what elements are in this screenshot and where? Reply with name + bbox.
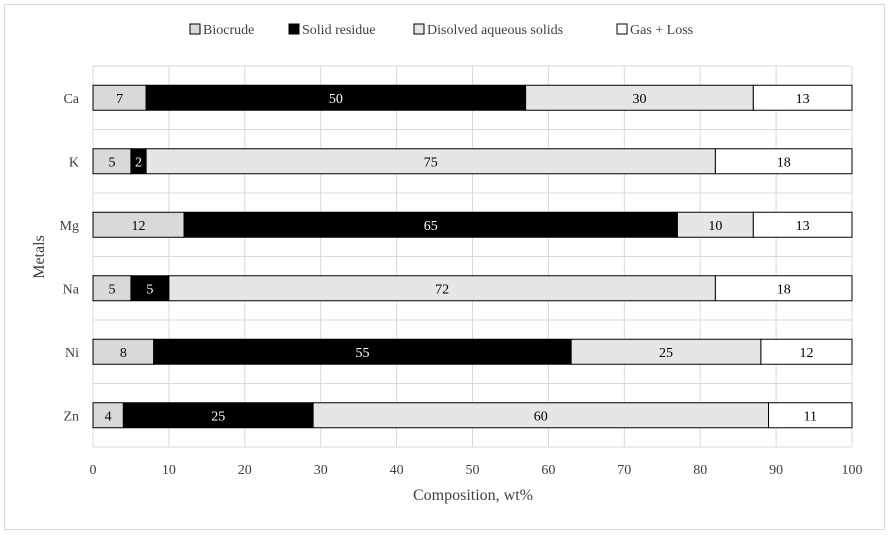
legend-label: Disolved aqueous solids	[427, 23, 563, 38]
bar-mg-series-3	[752, 211, 853, 238]
data-label: 10	[708, 219, 722, 234]
gridlines	[92, 65, 853, 448]
bar-zn-series-2	[312, 402, 770, 429]
x-tick-label: 0	[90, 463, 97, 478]
bar-k-series-0	[92, 148, 132, 175]
legend-swatch	[189, 23, 201, 35]
data-label: 7	[116, 92, 123, 107]
x-tick-label: 30	[314, 463, 328, 478]
bar-ca-series-2	[525, 84, 754, 111]
x-tick-label: 50	[466, 463, 480, 478]
y-axis-title: Metals	[31, 235, 48, 279]
x-tick-label: 40	[390, 463, 404, 478]
bar-zn-series-3	[768, 402, 853, 429]
y-tick-label: Ca	[63, 92, 79, 107]
data-label: 25	[659, 346, 673, 361]
data-label: 5	[108, 155, 115, 170]
bar-ni-series-3	[760, 338, 853, 365]
x-tick-label: 60	[541, 463, 555, 478]
data-label: 12	[132, 219, 146, 234]
legend-label: Solid residue	[302, 23, 376, 38]
legend-label: Biocrude	[203, 23, 254, 38]
bar-k-series-3	[714, 148, 853, 175]
data-label: 2	[135, 155, 142, 170]
x-tick-labels: 0 10 20 30 40 50 60 70 80 90 100	[90, 463, 863, 478]
bar-ni-series-0	[92, 338, 155, 365]
y-tick-label: K	[69, 155, 79, 170]
data-label: 50	[329, 92, 343, 107]
bar-ca-series-0	[92, 84, 147, 111]
y-tick-label: Ni	[65, 346, 79, 361]
bar-ni-series-1	[153, 338, 572, 365]
legend-swatch	[413, 23, 425, 35]
data-label: 18	[777, 155, 791, 170]
bar-mg-series-2	[676, 211, 754, 238]
x-tick-label: 10	[162, 463, 176, 478]
data-label: 8	[120, 346, 127, 361]
x-tick-label: 80	[693, 463, 707, 478]
x-tick-label: 20	[238, 463, 252, 478]
data-label: 75	[424, 155, 438, 170]
y-tick-label: Mg	[60, 219, 79, 234]
data-label: 25	[211, 409, 225, 424]
data-label: 30	[632, 92, 646, 107]
bar-k-series-2	[145, 148, 716, 175]
y-tick-label: Na	[63, 282, 80, 297]
y-tick-label: Zn	[63, 409, 79, 424]
legend-label: Gas + Loss	[630, 23, 693, 38]
data-label: 5	[108, 282, 115, 297]
data-label: 4	[105, 409, 112, 424]
data-label: 13	[796, 219, 810, 234]
bar-na-series-2	[168, 275, 716, 302]
bar-ni-series-2	[570, 338, 762, 365]
data-label: 11	[804, 409, 817, 424]
x-axis-title: Composition, wt%	[413, 487, 533, 504]
legend: Biocrude Solid residue Disolved aqueous so…	[189, 23, 693, 38]
data-label: 5	[146, 282, 153, 297]
data-label: 65	[424, 219, 438, 234]
x-tick-label: 90	[769, 463, 783, 478]
data-label: 55	[355, 346, 369, 361]
data-label: 13	[796, 92, 810, 107]
data-label: 18	[777, 282, 791, 297]
x-tick-label: 70	[617, 463, 631, 478]
bar-na-series-3	[714, 275, 853, 302]
y-tick-labels: Ca K Mg Na Ni Zn	[60, 92, 80, 425]
legend-swatch	[288, 23, 300, 35]
data-label: 72	[435, 282, 449, 297]
legend-swatch	[616, 23, 628, 35]
bar-na-series-0	[92, 275, 132, 302]
x-tick-label: 100	[842, 463, 863, 478]
data-label: 12	[799, 346, 813, 361]
bar-ca-series-3	[752, 84, 853, 111]
data-label: 60	[534, 409, 548, 424]
bar-mg-series-1	[183, 211, 678, 238]
